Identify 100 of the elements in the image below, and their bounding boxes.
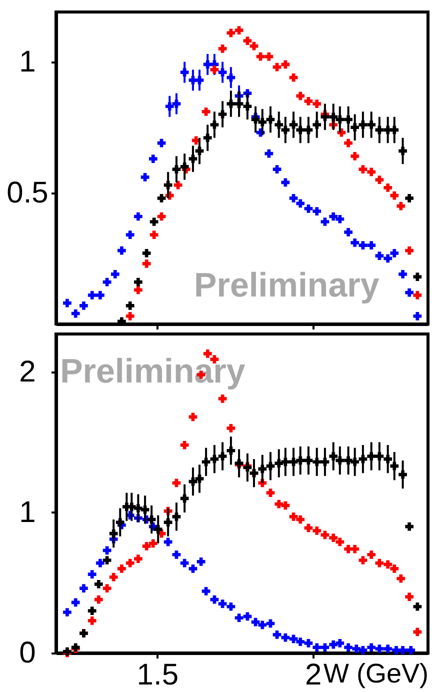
point bbox=[142, 542, 151, 550]
point bbox=[296, 126, 305, 134]
point bbox=[218, 452, 227, 460]
point bbox=[63, 608, 72, 616]
point bbox=[281, 633, 290, 642]
point bbox=[157, 138, 166, 148]
point bbox=[312, 526, 322, 535]
point bbox=[116, 518, 124, 526]
point bbox=[336, 115, 344, 124]
point bbox=[367, 241, 376, 250]
point bbox=[203, 349, 212, 358]
point bbox=[96, 290, 104, 300]
point bbox=[110, 270, 120, 278]
point bbox=[304, 524, 313, 532]
point bbox=[157, 194, 166, 202]
point bbox=[375, 644, 384, 653]
point bbox=[367, 452, 376, 460]
point bbox=[258, 620, 267, 630]
point bbox=[218, 44, 227, 53]
point bbox=[329, 640, 338, 649]
point bbox=[406, 646, 416, 654]
point bbox=[312, 120, 322, 129]
point bbox=[358, 556, 368, 564]
point bbox=[289, 512, 298, 521]
point bbox=[180, 68, 189, 76]
point bbox=[358, 454, 368, 464]
point bbox=[390, 462, 399, 470]
point bbox=[188, 564, 198, 573]
point bbox=[384, 644, 392, 653]
point bbox=[188, 412, 198, 422]
point bbox=[384, 254, 392, 263]
point bbox=[398, 646, 407, 654]
point bbox=[266, 462, 275, 470]
point bbox=[320, 112, 330, 122]
point bbox=[413, 312, 422, 320]
point bbox=[250, 42, 258, 50]
point bbox=[88, 290, 96, 300]
annotation: Preliminary bbox=[60, 352, 246, 390]
point bbox=[405, 288, 414, 297]
point bbox=[71, 598, 80, 607]
point bbox=[172, 512, 181, 521]
point bbox=[188, 154, 198, 164]
point bbox=[94, 595, 103, 604]
point bbox=[88, 570, 96, 578]
y-tick-label: 2 bbox=[19, 355, 36, 388]
point bbox=[272, 630, 282, 639]
point bbox=[196, 557, 206, 566]
point bbox=[172, 100, 181, 108]
point bbox=[218, 600, 227, 608]
point bbox=[390, 126, 399, 134]
point bbox=[202, 458, 210, 466]
point bbox=[140, 172, 150, 182]
y-tick-label: 1 bbox=[19, 45, 36, 78]
point bbox=[154, 525, 162, 534]
point bbox=[405, 194, 414, 202]
point bbox=[102, 546, 112, 555]
point bbox=[367, 643, 376, 652]
point bbox=[329, 452, 338, 460]
y-tick-label: 1 bbox=[19, 496, 36, 529]
point bbox=[281, 60, 290, 69]
y-tick-label: 0 bbox=[19, 636, 36, 670]
point bbox=[405, 522, 414, 531]
point bbox=[195, 474, 204, 483]
point bbox=[281, 501, 290, 510]
point bbox=[320, 218, 330, 226]
point bbox=[126, 558, 134, 568]
point bbox=[218, 394, 227, 403]
point bbox=[281, 178, 290, 187]
point bbox=[367, 120, 376, 129]
point bbox=[336, 456, 344, 465]
point bbox=[281, 126, 290, 134]
point bbox=[210, 595, 219, 604]
point bbox=[336, 214, 344, 224]
point bbox=[94, 580, 103, 588]
point bbox=[126, 301, 134, 310]
point bbox=[172, 165, 181, 174]
point bbox=[80, 584, 88, 593]
point bbox=[109, 529, 118, 538]
point bbox=[398, 270, 407, 278]
x-tick-label: 1.5 bbox=[136, 658, 179, 692]
point bbox=[304, 96, 313, 106]
point bbox=[172, 550, 181, 559]
point bbox=[218, 110, 227, 118]
point bbox=[102, 556, 112, 564]
point bbox=[312, 643, 322, 652]
point bbox=[296, 92, 305, 100]
point bbox=[195, 76, 204, 84]
point bbox=[226, 100, 236, 108]
point bbox=[140, 505, 150, 514]
point bbox=[127, 502, 136, 512]
point bbox=[312, 100, 322, 108]
point bbox=[150, 218, 158, 226]
point bbox=[396, 202, 406, 210]
point bbox=[126, 230, 134, 240]
point bbox=[350, 544, 360, 554]
point bbox=[281, 458, 290, 466]
point bbox=[234, 26, 244, 35]
point bbox=[344, 138, 352, 148]
point bbox=[296, 638, 305, 646]
point bbox=[274, 120, 284, 129]
